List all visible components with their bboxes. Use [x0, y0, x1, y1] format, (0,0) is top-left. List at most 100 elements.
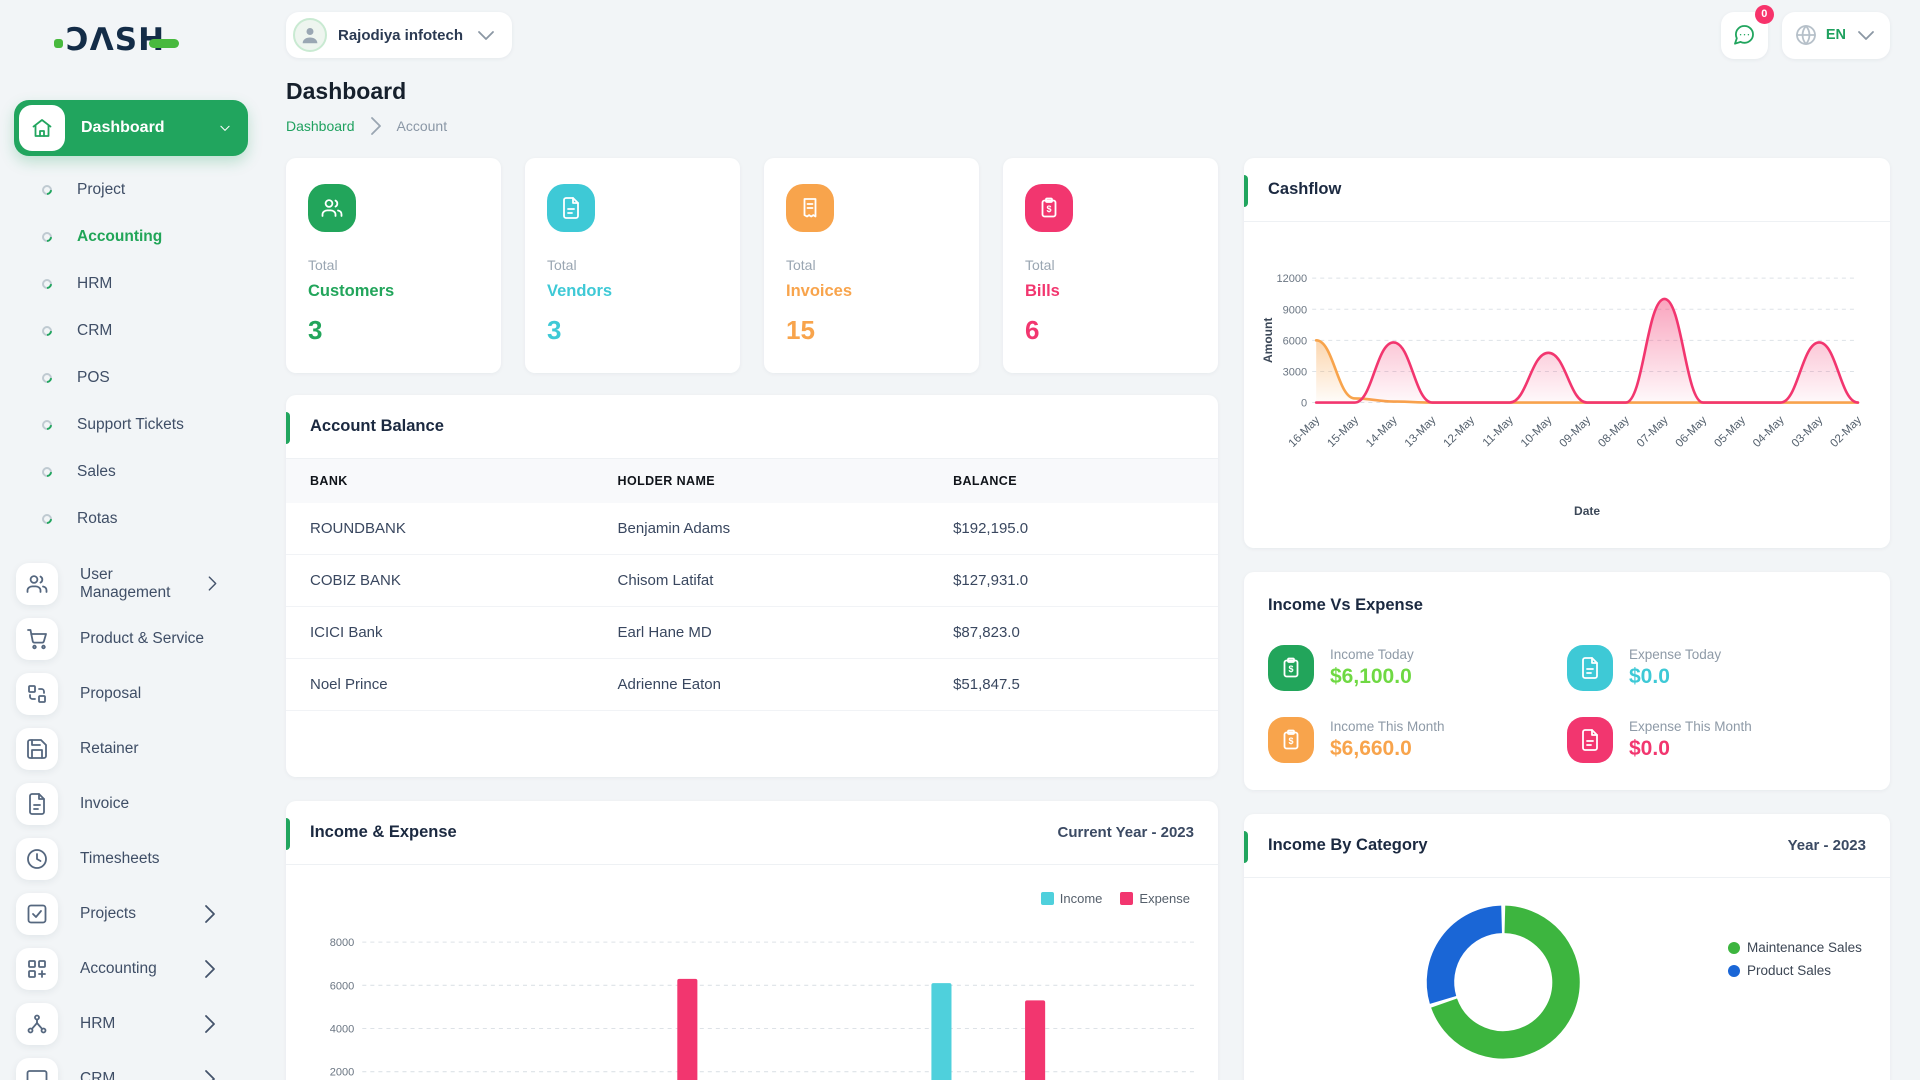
sidebar-item-timesheets[interactable]: Timesheets — [0, 831, 264, 886]
account-balance-title: Account Balance — [310, 417, 444, 435]
sidebar-item-retainer[interactable]: Retainer — [0, 721, 264, 776]
svg-text:Amount: Amount — [1261, 318, 1275, 363]
ive-label: Income This Month — [1330, 719, 1445, 734]
sidebar-item-rotas[interactable]: Rotas — [0, 495, 264, 542]
ive-label: Expense This Month — [1629, 719, 1752, 734]
stat-label: Total — [786, 257, 816, 273]
stat-value: 3 — [547, 315, 562, 345]
sidebar-item-invoice[interactable]: Invoice — [0, 776, 264, 831]
bullet-icon — [39, 417, 55, 432]
chevron-right-icon — [198, 902, 222, 926]
sidebar-item-label: Timesheets — [80, 849, 160, 867]
sidebar-item-label: Retainer — [80, 739, 139, 757]
legend-dot — [1728, 964, 1740, 977]
sidebar-item-label: Product & Service — [80, 629, 205, 647]
income-expense-title: Income & Expense — [310, 823, 457, 841]
sidebar-item-sales[interactable]: Sales — [0, 448, 264, 495]
table-row: ROUNDBANK Benjamin Adams $192,195.0 — [286, 503, 1218, 555]
chevron-down-icon — [218, 121, 232, 135]
income-by-category-header: Income By Category Year - 2023 — [1244, 814, 1890, 878]
donut-legend: Maintenance Sales Product Sales — [1728, 940, 1862, 978]
svg-text:13-May: 13-May — [1403, 414, 1439, 450]
sidebar-item-crm[interactable]: CRM — [0, 307, 264, 354]
column-header-holder-name: HOLDER NAME — [593, 459, 930, 503]
income-this-month-item: $ Income This Month $6,660.0 — [1268, 717, 1567, 763]
bullet-icon — [39, 182, 55, 197]
home-icon — [19, 105, 65, 151]
notifications-button[interactable]: 0 — [1720, 4, 1774, 59]
legend-label: Expense — [1139, 891, 1190, 906]
sidebar-item-user-management[interactable]: User Management — [0, 556, 264, 611]
ive-value: $6,100.0 — [1330, 665, 1412, 688]
sidebar-item-support-tickets[interactable]: Support Tickets — [0, 401, 264, 448]
sidebar-item-hrm-menu[interactable]: HRM — [0, 996, 264, 1051]
stat-label: Total — [547, 257, 577, 273]
page-head: Dashboard Dashboard Account — [286, 78, 1890, 138]
svg-text:0: 0 — [1301, 398, 1307, 410]
sidebar-item-label: CRM — [77, 321, 113, 339]
sidebar-item-accounting[interactable]: Accounting — [0, 213, 264, 260]
legend-maintenance-sales: Maintenance Sales — [1728, 940, 1862, 955]
cashflow-card: Cashflow 0 3000 6000 9000 12000 16-May 15-May 1… — [1244, 158, 1890, 548]
stat-value: 3 — [308, 315, 323, 345]
language-code: EN — [1825, 27, 1846, 43]
sidebar-item-label: Projects — [80, 904, 136, 922]
sidebar-item-projects[interactable]: Projects — [0, 886, 264, 941]
legend-dot — [1728, 941, 1740, 954]
sidebar-item-label: Support Tickets — [77, 415, 184, 433]
ive-value: $6,660.0 — [1330, 737, 1412, 760]
cell-balance: $192,195.0 — [929, 503, 1218, 555]
cell-holder: Adrienne Eaton — [593, 658, 930, 711]
bar-chart-legend: Income Expense — [314, 891, 1190, 906]
note-icon — [1567, 645, 1613, 691]
legend-swatch-income — [1040, 892, 1054, 905]
sidebar-item-product-service[interactable]: Product & Service — [0, 611, 264, 666]
stat-card-bills: $ Total Bills 6 — [1003, 158, 1218, 373]
svg-text:11-May: 11-May — [1481, 414, 1516, 449]
sidebar-item-accounting-menu[interactable]: Accounting — [0, 941, 264, 996]
company-selector[interactable]: Rajodiya infotech — [286, 12, 513, 58]
bullet-icon — [39, 276, 55, 291]
svg-text:$: $ — [1046, 204, 1051, 214]
breadcrumb-dashboard-link[interactable]: Dashboard — [286, 118, 355, 134]
sidebar-main-menu: User Management Product & Service Propos… — [0, 556, 264, 1080]
app-logo[interactable]: ƆΛSH — [54, 18, 264, 62]
cell-bank: ICICI Bank — [286, 606, 594, 659]
legend-label: Maintenance Sales — [1747, 940, 1862, 955]
stats-row: Total Customers 3 Total Vendors 3 Total … — [286, 158, 1218, 373]
income-expense-bar-chart: 02000400060008000 — [286, 906, 1218, 1080]
column-header-balance: BALANCE — [929, 459, 1218, 503]
sidebar-item-label: Accounting — [80, 959, 157, 977]
income-expense-header: Income & Expense Current Year - 2023 — [286, 801, 1218, 865]
cell-bank: COBIZ BANK — [286, 554, 594, 607]
sidebar-item-pos[interactable]: POS — [0, 354, 264, 401]
language-selector[interactable]: EN — [1781, 11, 1890, 59]
sidebar-dashboard-label: Dashboard — [81, 119, 165, 136]
sidebar-item-project[interactable]: Project — [0, 166, 264, 213]
cashflow-header: Cashflow — [1244, 158, 1890, 222]
logo-text: ƆΛSH — [66, 22, 166, 58]
ive-label: Expense Today — [1629, 647, 1722, 662]
sidebar: ƆΛSH Dashboard Project Accounting HRM CR… — [0, 0, 264, 1080]
save-icon — [16, 727, 58, 770]
income-vs-expense-title: Income Vs Expense — [1268, 596, 1423, 614]
bullet-icon — [39, 511, 55, 526]
svg-text:09-May: 09-May — [1558, 414, 1594, 450]
sidebar-item-hrm[interactable]: HRM — [0, 260, 264, 307]
sidebar-item-crm-menu[interactable]: CRM — [0, 1051, 264, 1080]
cell-balance: $87,823.0 — [929, 606, 1218, 659]
stat-name: Bills — [1025, 282, 1060, 300]
users-icon — [308, 184, 356, 232]
svg-text:15-May: 15-May — [1325, 414, 1361, 450]
svg-text:6000: 6000 — [1283, 335, 1308, 347]
expense-today-item: Expense Today $0.0 — [1567, 645, 1866, 691]
svg-text:08-May: 08-May — [1596, 414, 1632, 450]
sidebar-item-proposal[interactable]: Proposal — [0, 666, 264, 721]
legend-income: Income — [1040, 891, 1102, 906]
clock-icon — [16, 837, 58, 880]
legend-product-sales: Product Sales — [1728, 963, 1862, 978]
account-balance-header: Account Balance — [286, 395, 1218, 459]
sidebar-sub-menu: Project Accounting HRM CRM POS Support T… — [0, 166, 264, 542]
bullet-icon — [39, 323, 55, 338]
sidebar-item-dashboard[interactable]: Dashboard — [14, 100, 248, 156]
